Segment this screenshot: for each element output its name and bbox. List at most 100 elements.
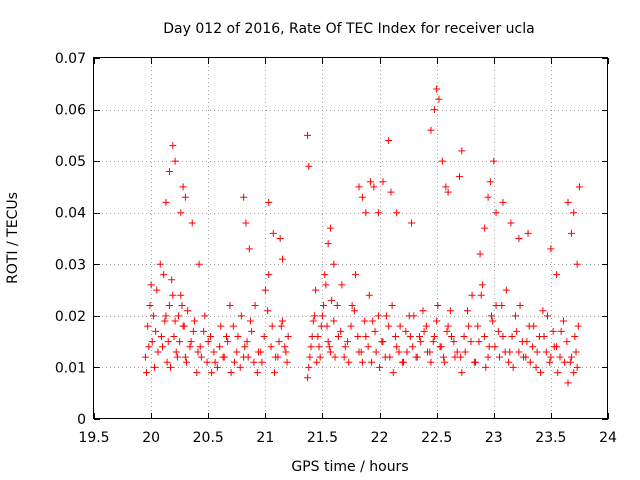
data-point bbox=[458, 147, 466, 155]
data-point bbox=[156, 260, 164, 268]
data-point bbox=[361, 317, 369, 325]
data-point bbox=[264, 307, 272, 315]
data-point bbox=[386, 353, 394, 361]
y-tick-label: 0 bbox=[77, 412, 86, 428]
data-point bbox=[392, 332, 400, 340]
data-point bbox=[149, 312, 157, 320]
data-point bbox=[492, 209, 500, 217]
data-point bbox=[169, 142, 177, 150]
y-tick-label: 0.03 bbox=[55, 257, 86, 273]
y-tick-label: 0.02 bbox=[55, 309, 86, 325]
data-point bbox=[487, 312, 495, 320]
data-point bbox=[222, 332, 230, 340]
data-point bbox=[530, 322, 538, 330]
data-point bbox=[194, 348, 202, 356]
data-point bbox=[153, 286, 161, 294]
data-point bbox=[211, 358, 219, 366]
x-tick-label: 21 bbox=[256, 430, 274, 446]
data-point bbox=[448, 332, 456, 340]
data-point bbox=[444, 188, 452, 196]
data-point bbox=[499, 198, 507, 206]
y-axis-label: ROTI / TECUs bbox=[5, 192, 21, 284]
data-point bbox=[347, 322, 355, 330]
data-point bbox=[546, 358, 554, 366]
y-tick-label: 0.06 bbox=[55, 103, 86, 119]
data-point bbox=[372, 348, 380, 356]
data-point bbox=[145, 343, 153, 351]
data-point bbox=[204, 338, 212, 346]
data-point bbox=[307, 343, 315, 351]
data-point bbox=[350, 307, 358, 315]
data-point bbox=[233, 348, 241, 356]
data-point bbox=[475, 338, 483, 346]
data-point bbox=[563, 338, 571, 346]
data-point bbox=[320, 302, 328, 310]
x-tick-label: 23.5 bbox=[535, 430, 566, 446]
data-point bbox=[330, 260, 338, 268]
data-point bbox=[539, 307, 547, 315]
data-point bbox=[567, 353, 575, 361]
data-point bbox=[283, 358, 291, 366]
data-point bbox=[370, 183, 378, 191]
data-point bbox=[236, 363, 244, 371]
data-point bbox=[422, 322, 430, 330]
data-point bbox=[486, 178, 494, 186]
data-point bbox=[513, 327, 521, 335]
data-point bbox=[433, 85, 441, 93]
data-point bbox=[278, 255, 286, 263]
data-point bbox=[188, 219, 196, 227]
data-point bbox=[265, 271, 273, 279]
data-point bbox=[435, 95, 443, 103]
data-point bbox=[203, 358, 211, 366]
data-point bbox=[316, 353, 324, 361]
data-point bbox=[208, 369, 216, 377]
data-point bbox=[172, 348, 180, 356]
data-point bbox=[364, 343, 372, 351]
data-point bbox=[147, 281, 155, 289]
data-point bbox=[193, 369, 201, 377]
data-point bbox=[358, 358, 366, 366]
data-point bbox=[505, 358, 513, 366]
data-point bbox=[213, 363, 221, 371]
data-point bbox=[393, 343, 401, 351]
data-point bbox=[489, 317, 497, 325]
data-point bbox=[409, 343, 417, 351]
data-point bbox=[312, 286, 320, 294]
data-point bbox=[169, 291, 177, 299]
data-point bbox=[240, 353, 248, 361]
x-tick-label: 20.5 bbox=[193, 430, 224, 446]
data-point bbox=[227, 369, 235, 377]
data-point bbox=[338, 281, 346, 289]
data-point bbox=[152, 327, 160, 335]
data-point bbox=[388, 302, 396, 310]
data-point bbox=[574, 322, 582, 330]
data-point bbox=[440, 353, 448, 361]
data-point bbox=[261, 286, 269, 294]
data-point bbox=[456, 173, 464, 181]
data-point bbox=[379, 178, 387, 186]
data-point bbox=[304, 131, 312, 139]
data-point bbox=[141, 353, 149, 361]
data-point bbox=[542, 348, 550, 356]
data-point bbox=[408, 219, 416, 227]
data-point bbox=[457, 353, 465, 361]
data-point bbox=[326, 224, 334, 232]
data-point bbox=[276, 235, 284, 242]
data-point bbox=[143, 369, 151, 377]
data-point bbox=[379, 338, 387, 346]
data-point bbox=[382, 312, 390, 320]
data-point bbox=[248, 327, 256, 335]
data-point bbox=[226, 302, 234, 310]
data-point bbox=[144, 322, 152, 330]
data-point bbox=[429, 338, 437, 346]
data-point bbox=[305, 363, 313, 371]
data-point bbox=[176, 338, 184, 346]
data-point bbox=[424, 348, 432, 356]
data-point bbox=[245, 245, 253, 253]
data-point bbox=[402, 327, 410, 335]
data-point bbox=[472, 358, 480, 366]
data-point bbox=[362, 332, 370, 340]
data-point bbox=[406, 332, 414, 340]
x-tick-label: 24 bbox=[599, 430, 617, 446]
